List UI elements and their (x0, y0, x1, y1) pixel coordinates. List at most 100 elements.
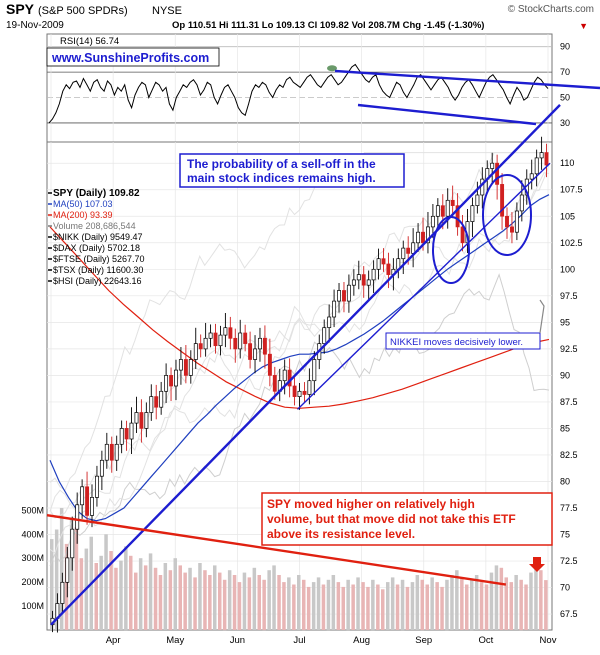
price-candle (322, 327, 327, 344)
annotation-volume-line-3: above its resistance level. (267, 527, 415, 541)
volume-bar (504, 577, 508, 630)
price-candle (228, 327, 233, 339)
volume-bar (415, 575, 420, 630)
price-candle (426, 226, 430, 244)
quote-line: Op 110.51 Hi 111.31 Lo 109.13 Cl 109.82 … (172, 20, 484, 31)
volume-bar (277, 575, 281, 630)
volume-bar (539, 570, 543, 630)
volume-bar (534, 565, 538, 630)
volume-bar (455, 570, 459, 630)
price-candle (505, 215, 509, 228)
price-candle (159, 390, 164, 408)
volume-tick-label: 400M (21, 529, 44, 539)
volume-bar (287, 577, 291, 630)
price-candle (490, 162, 495, 169)
volume-bar (425, 584, 429, 630)
price-tick-label: 100 (560, 264, 575, 274)
legend-entry: $HSI (Daily) 22643.16 (53, 276, 142, 286)
month-tick-label: Jun (230, 635, 245, 646)
price-candle (351, 279, 356, 286)
price-candle (297, 390, 302, 397)
volume-bar (163, 563, 168, 630)
price-candle (356, 274, 361, 281)
volume-bar (529, 572, 533, 630)
volume-bar (484, 584, 489, 630)
volume-bar (158, 575, 163, 630)
price-candle (169, 375, 174, 387)
volume-bar (356, 577, 360, 630)
price-candle (327, 316, 332, 328)
volume-bar (203, 570, 207, 630)
volume-bar (178, 565, 182, 630)
volume-bar (148, 553, 153, 630)
price-candle (416, 231, 421, 244)
volume-bar (410, 582, 415, 630)
price-candle (134, 412, 139, 424)
volume-bar (445, 579, 449, 631)
price-candle (80, 486, 85, 506)
volume-bar (272, 565, 276, 630)
volume-bar (168, 570, 173, 630)
rsi-lower-trendline (357, 103, 537, 126)
price-candle (445, 199, 450, 217)
volume-bar (420, 579, 424, 631)
volume-bar (124, 546, 128, 631)
price-candle (292, 385, 297, 397)
price-tick-label: 95 (560, 317, 570, 327)
volume-bar (262, 579, 266, 631)
price-candle (178, 359, 183, 371)
price-candle (366, 279, 371, 286)
annotation-volume-line-1: SPY moved higher on relatively high (267, 497, 475, 511)
volume-bar (129, 555, 133, 630)
volume-bar (94, 563, 98, 630)
volume-bar (440, 586, 444, 630)
legend-entry: SPY (Daily) 109.82 (53, 188, 140, 199)
volume-tick-label: 200M (21, 577, 44, 587)
volume-bar (237, 582, 242, 630)
price-candle (475, 194, 480, 206)
price-candle (208, 332, 213, 339)
price-candle (544, 152, 549, 166)
rsi-tick-label: 70 (560, 67, 570, 77)
volume-bar (143, 565, 148, 630)
price-candle (60, 581, 65, 604)
price-tick-label: 105 (560, 211, 575, 221)
price-candle (193, 343, 198, 360)
volume-bar (351, 584, 355, 630)
price-candle (510, 226, 514, 233)
volume-bar (435, 582, 439, 630)
price-candle (124, 428, 129, 440)
volume-bar (267, 570, 271, 630)
price-candle (421, 231, 425, 244)
price-candle (361, 274, 366, 286)
rsi-tick-label: 50 (560, 93, 570, 103)
volume-bar (242, 572, 247, 630)
volume-bar (257, 575, 261, 630)
price-candle (401, 247, 406, 260)
price-tick-label: 110 (560, 158, 574, 168)
price-candle (440, 205, 445, 217)
down-marker-icon: ▼ (579, 21, 588, 31)
volume-bar (405, 586, 410, 630)
volume-bar (371, 579, 375, 631)
price-candle (302, 390, 307, 395)
legend-entry: Volume 208,686,544 (53, 221, 136, 231)
rsi-line (48, 63, 549, 124)
volume-bar (321, 584, 326, 630)
price-candle (114, 443, 119, 461)
price-candle (109, 443, 114, 461)
price-candle (233, 337, 238, 350)
price-candle (411, 242, 416, 254)
volume-bar (247, 577, 252, 630)
volume-bar (64, 543, 69, 630)
volume-bar (50, 539, 54, 630)
volume-bar (227, 570, 232, 630)
annotation-volume-line-2: volume, but that move did not take this … (267, 512, 516, 526)
price-candle (267, 353, 272, 376)
volume-bar (311, 582, 316, 630)
comparison-index-line (49, 152, 549, 492)
volume-resistance-trendline (46, 513, 507, 586)
rsi-upper-trendline (334, 69, 600, 90)
volume-bar (59, 508, 64, 630)
